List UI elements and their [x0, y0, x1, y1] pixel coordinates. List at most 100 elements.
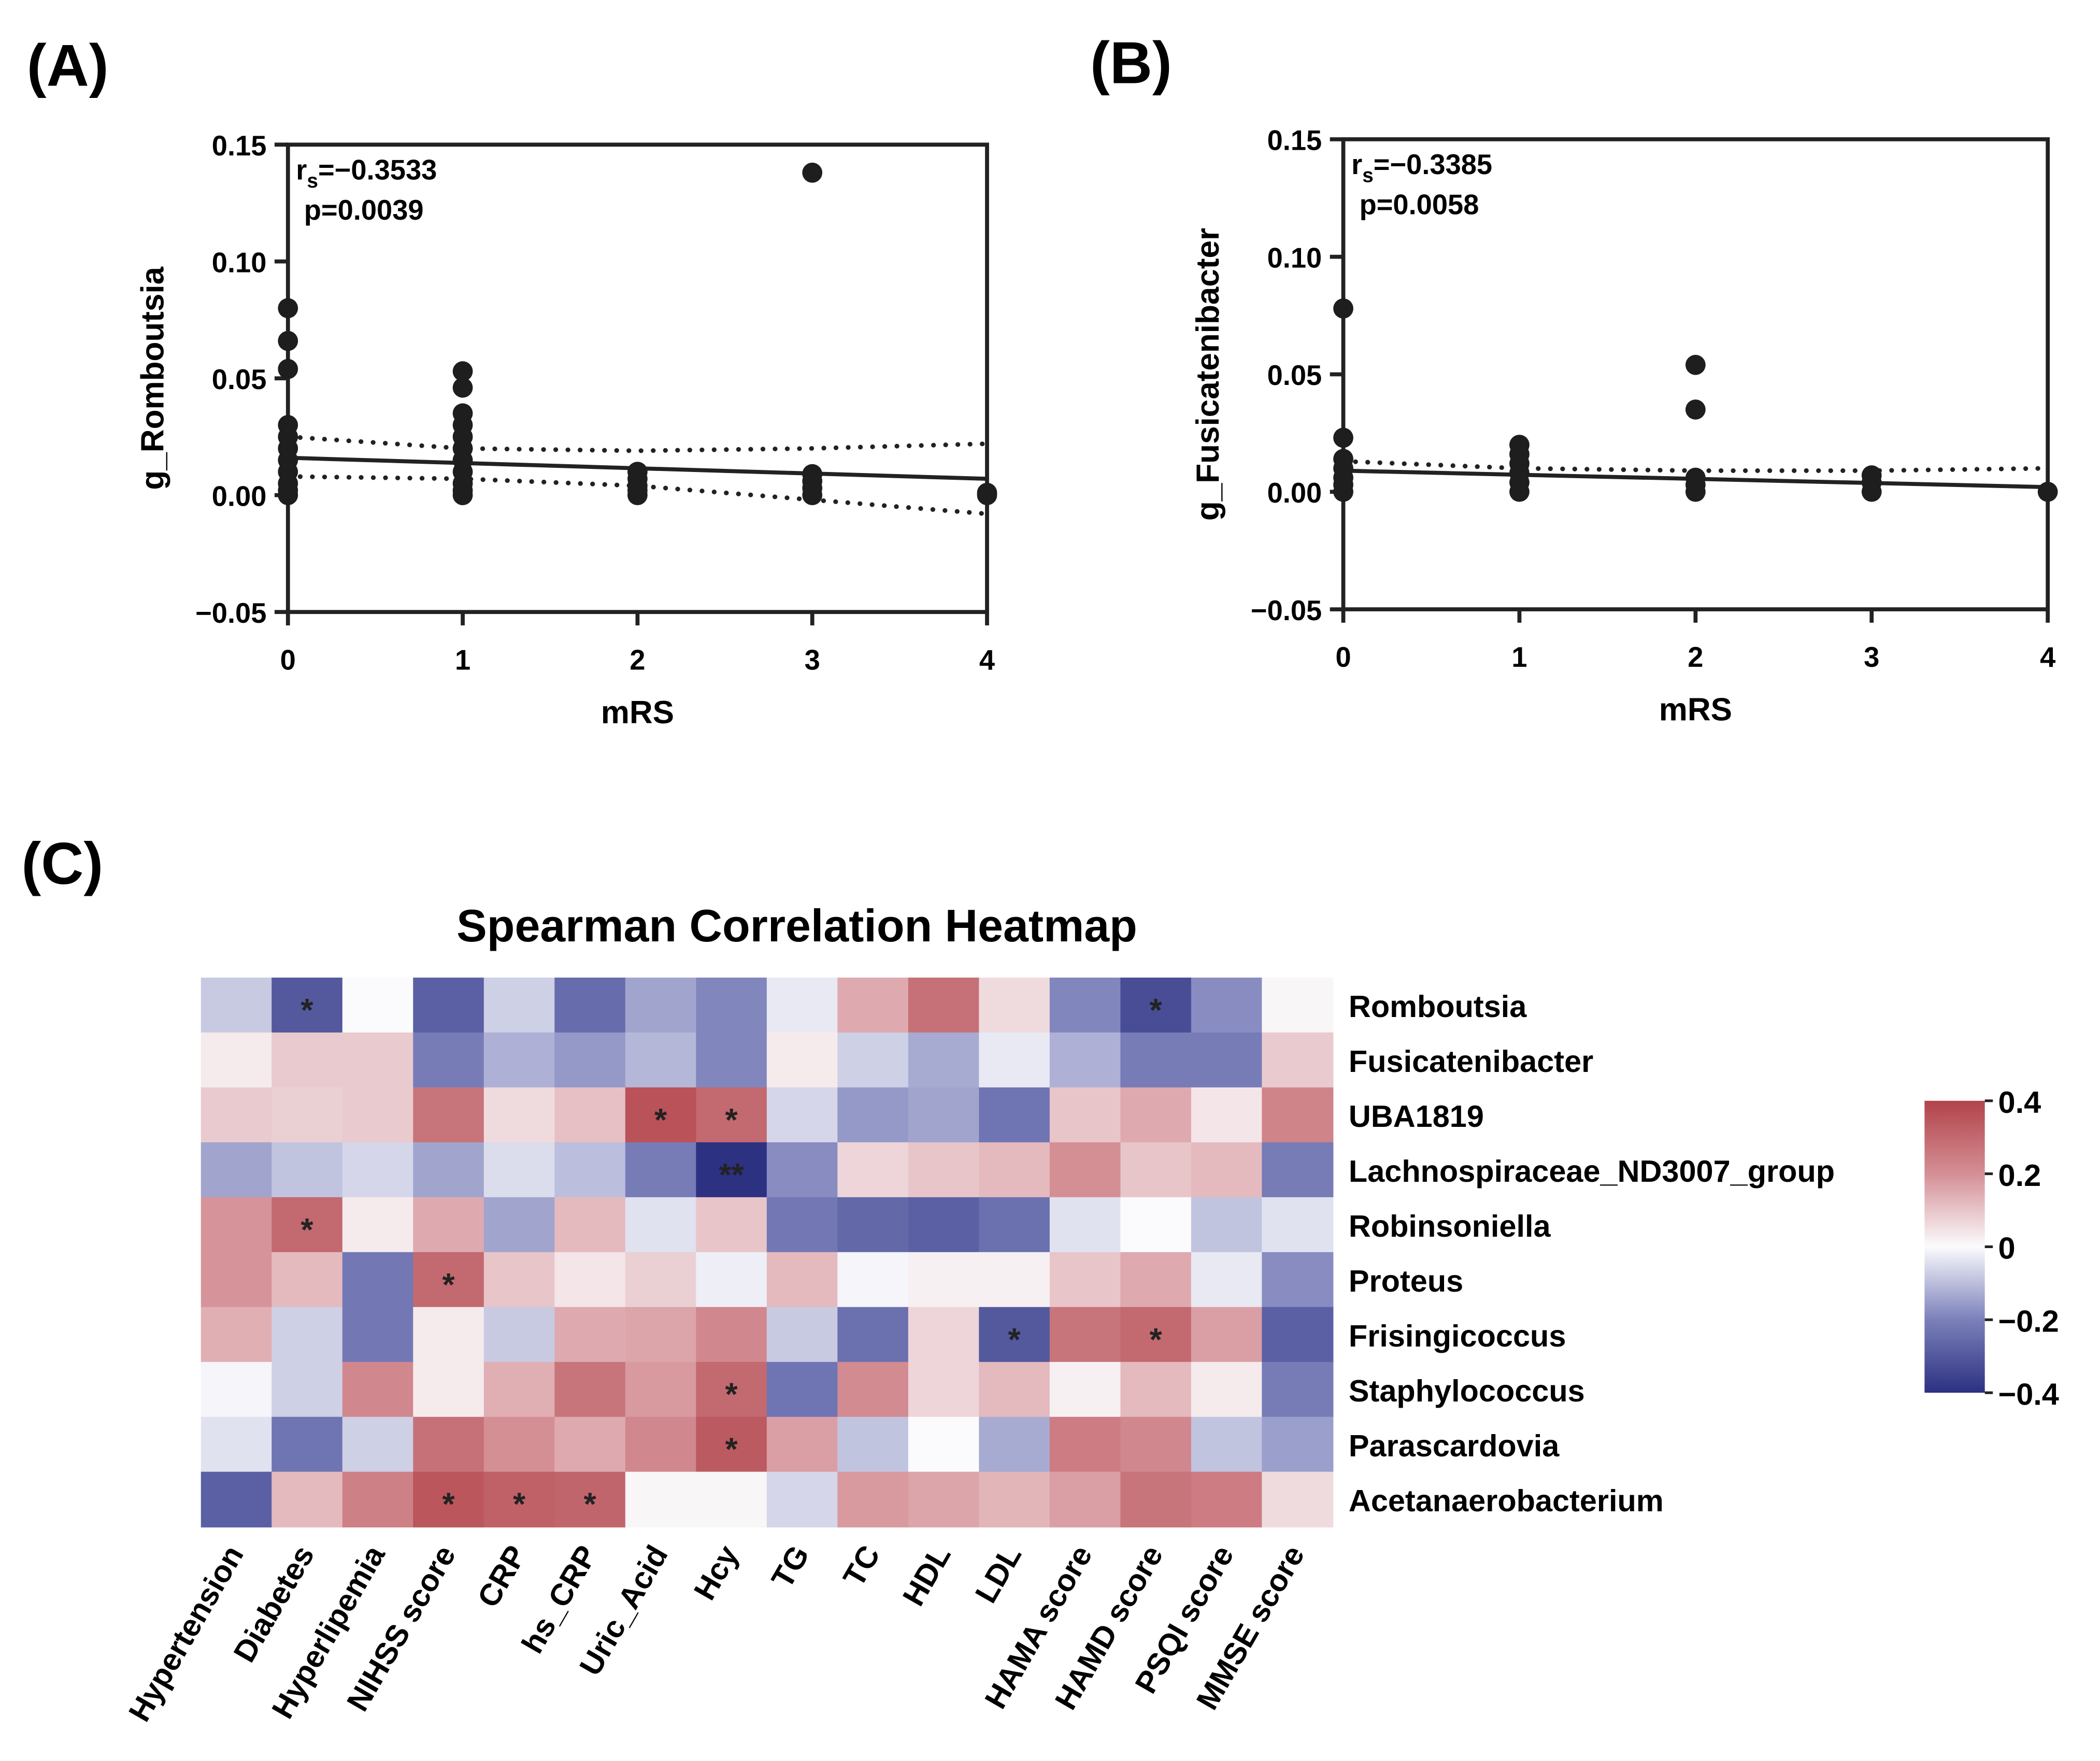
column-label: TG — [765, 1539, 816, 1594]
heatmap-cell — [272, 1142, 344, 1198]
data-point — [802, 162, 823, 183]
heatmap-cell — [696, 1471, 768, 1528]
data-point — [278, 298, 298, 319]
significance-marker: * — [301, 993, 313, 1028]
row-label: Robinsoniella — [1349, 1209, 1551, 1243]
heatmap-title: Spearman Correlation Heatmap — [456, 900, 1137, 951]
heatmap-cell — [483, 1142, 555, 1198]
heatmap-cell — [201, 1032, 273, 1089]
heatmap-cell — [1120, 1197, 1192, 1253]
heatmap-cell — [837, 1471, 909, 1528]
heatmap-cell — [766, 1416, 838, 1473]
heatmap-cell — [1120, 1252, 1192, 1308]
heatmap-cell — [1262, 1142, 1334, 1198]
rs-annotation: rs=−0.3533 — [296, 154, 437, 192]
y-tick-label: 0.00 — [212, 480, 267, 512]
significance-marker: * — [725, 1432, 738, 1468]
heatmap-cell — [483, 1307, 555, 1363]
rs-symbol: r — [296, 154, 307, 185]
heatmap-cell — [766, 1362, 838, 1418]
heatmap-cell — [201, 1087, 273, 1143]
row-label: Parascardovia — [1349, 1428, 1560, 1463]
heatmap-cell — [483, 1032, 555, 1089]
heatmap-cell — [272, 1252, 344, 1308]
heatmap-cell — [1191, 1416, 1263, 1473]
heatmap-cell — [1191, 1252, 1263, 1308]
significance-marker: * — [513, 1487, 526, 1523]
heatmap-cell — [1049, 1087, 1121, 1143]
data-point — [2037, 481, 2058, 502]
heatmap-cell — [908, 977, 980, 1034]
data-point — [627, 485, 648, 506]
heatmap-cell — [696, 1416, 768, 1473]
heatmap-cell — [979, 1087, 1051, 1143]
heatmap-cell — [272, 1307, 344, 1363]
heatmap-cell — [1120, 1416, 1192, 1473]
heatmap-cell — [554, 1032, 626, 1089]
significance-marker: * — [1150, 1322, 1163, 1358]
heatmap-cell — [1191, 1471, 1263, 1528]
data-point — [1333, 298, 1353, 319]
heatmap-cell — [413, 977, 485, 1034]
heatmap-cell — [342, 1032, 414, 1089]
heatmap-cell — [201, 1142, 273, 1198]
heatmap-panel: * ** ****** **** * *RomboutsiaFusicatenibacte… — [122, 977, 2059, 1727]
colorbar-tick-label: 0.4 — [1998, 1085, 2041, 1120]
scatter-panel-b: 0.15 0.10 0.05 0.00 −0.05 0 1 2 3 4 mRS g_Fusicaten… — [1190, 124, 2058, 728]
column-label: Hcy — [687, 1539, 746, 1606]
heatmap-cell — [1262, 1471, 1334, 1528]
x-tick-label: 0 — [280, 644, 296, 676]
data-point — [278, 485, 298, 506]
heatmap-cell — [766, 1197, 838, 1253]
heatmap-cell — [696, 1307, 768, 1363]
heatmap-cell — [201, 1416, 273, 1473]
y-axis-title: g_Romboutsia — [135, 266, 170, 490]
significance-marker: * — [442, 1267, 455, 1303]
row-label: Frisingicoccus — [1349, 1319, 1566, 1353]
heatmap-cell — [554, 1252, 626, 1308]
x-tick-label: 1 — [455, 644, 470, 676]
heatmap-cell — [837, 1416, 909, 1473]
heatmap-cell — [1049, 1142, 1121, 1198]
heatmap-cell — [1120, 1142, 1192, 1198]
heatmap-cell — [766, 1307, 838, 1363]
heatmap-cell — [272, 977, 344, 1034]
significance-marker: * — [301, 1212, 313, 1248]
heatmap-cell — [201, 1471, 273, 1528]
heatmap-cell — [554, 1087, 626, 1143]
y-tick-label: 0.05 — [212, 364, 267, 395]
heatmap-cell — [696, 1087, 768, 1143]
heatmap-cell — [766, 1471, 838, 1528]
ci-lower-band — [285, 474, 990, 517]
column-label: TC — [836, 1539, 887, 1592]
heatmap-cell — [413, 1416, 485, 1473]
data-point — [1685, 481, 1706, 502]
heatmap-cell — [1191, 1142, 1263, 1198]
heatmap-cell — [554, 1142, 626, 1198]
heatmap-cell — [413, 1362, 485, 1418]
significance-marker: * — [654, 1103, 667, 1138]
data-point — [1333, 481, 1353, 502]
heatmap-cell — [908, 1362, 980, 1418]
x-tick-label: 3 — [805, 644, 820, 676]
heatmap-cell — [696, 1142, 768, 1198]
heatmap-cell — [342, 1416, 414, 1473]
heatmap-cell — [272, 1032, 344, 1089]
heatmap-cell — [837, 1252, 909, 1308]
heatmap-cell — [625, 1197, 697, 1253]
heatmap-cell — [625, 1032, 697, 1089]
heatmap-cell — [837, 977, 909, 1034]
heatmap-cell — [413, 1252, 485, 1308]
y-tick-label: 0.00 — [1267, 477, 1322, 509]
heatmap-cell — [979, 1416, 1051, 1473]
heatmap-cell — [696, 1032, 768, 1089]
row-label: Proteus — [1349, 1264, 1463, 1298]
data-point — [278, 359, 298, 379]
heatmap-cell — [1049, 1362, 1121, 1418]
heatmap-cell — [201, 1252, 273, 1308]
heatmap-cell — [413, 1307, 485, 1363]
heatmap-cell — [1262, 1252, 1334, 1308]
heatmap-cell — [1120, 1471, 1192, 1528]
heatmap-cell — [201, 1307, 273, 1363]
significance-marker: * — [725, 1103, 738, 1138]
